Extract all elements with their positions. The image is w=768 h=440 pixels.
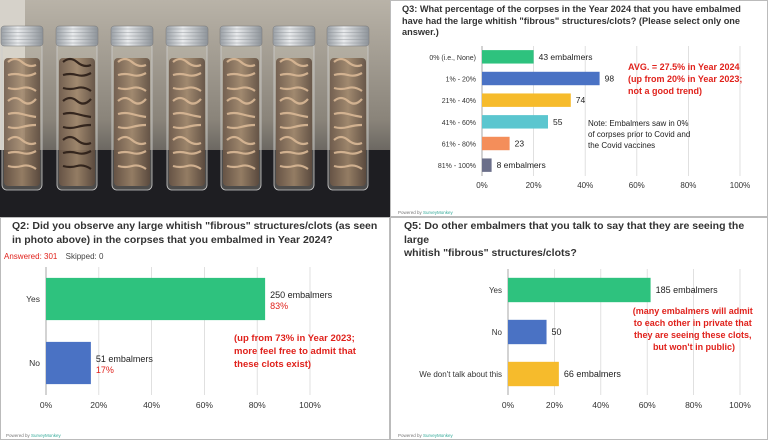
q2-annotation: (up from 73% in Year 2023; more feel fre…	[234, 333, 359, 370]
bar	[46, 341, 91, 385]
x-tick-label: 0%	[476, 181, 488, 190]
x-tick-label: 40%	[143, 400, 160, 410]
category-label: Yes	[489, 286, 502, 295]
specimen-jar	[326, 25, 370, 191]
q2-answered: Answered: 301	[4, 252, 58, 261]
bar	[482, 115, 548, 129]
bar-value-label: 66 embalmers	[564, 369, 622, 379]
bar	[508, 277, 651, 303]
bar-value-label: 51 embalmers	[96, 354, 154, 364]
x-tick-label: 100%	[730, 181, 750, 190]
bar	[46, 277, 266, 321]
category-label: 41% - 60%	[442, 120, 476, 127]
bar-value-label: 50	[552, 327, 562, 337]
q3-annotation: AVG. = 27.5% in Year 2024 (up from 20% i…	[628, 62, 745, 96]
bar-percent-label: 83%	[270, 301, 288, 311]
x-tick-label: 100%	[729, 400, 751, 410]
bar	[482, 136, 510, 151]
bar-value-label: 98	[605, 74, 615, 84]
specimen-jar	[0, 25, 44, 191]
specimen-jar	[165, 25, 209, 191]
q3-brand: Powered by SurveyMonkey	[398, 210, 453, 215]
q2-panel: Q2: Did you observe any large whitish "f…	[0, 217, 390, 440]
q5-panel: Q5: Do other embalmers that you talk to …	[390, 217, 768, 440]
category-label: 81% - 100%	[438, 163, 476, 170]
q2-response-counts: Answered: 301 Skipped: 0	[4, 252, 103, 261]
q5-title-line-2: whitish "fibrous" structures/clots?	[404, 247, 577, 260]
category-label: We don't talk about this	[419, 370, 502, 379]
q3-title: Q3: What percentage of the corpses in th…	[402, 4, 741, 37]
q2-title-line-2: in photo above) in the corpses that you …	[12, 233, 333, 246]
bar-value-label: 74	[576, 95, 586, 105]
specimen-jar	[272, 25, 316, 191]
x-tick-label: 100%	[299, 400, 321, 410]
jars-photo-art	[0, 0, 390, 217]
q5-title-line-1: Q5: Do other embalmers that you talk to …	[404, 220, 745, 246]
x-tick-label: 0%	[40, 400, 53, 410]
bar-value-label: 55	[553, 117, 563, 127]
q5-title: Q5: Do other embalmers that you talk to …	[404, 220, 766, 261]
bar	[482, 158, 492, 172]
category-label: No	[492, 328, 503, 337]
bar	[482, 93, 571, 107]
q2-skipped: Skipped: 0	[65, 252, 104, 261]
bar-value-label: 250 embalmers	[270, 290, 333, 300]
x-tick-label: 60%	[629, 181, 645, 190]
q2-title-line-1: Q2: Did you observe any large whitish "f…	[12, 220, 378, 232]
category-label: 1% - 20%	[446, 77, 476, 84]
x-tick-label: 80%	[249, 400, 266, 410]
q5-frame	[390, 217, 768, 440]
x-tick-label: 20%	[546, 400, 563, 410]
specimen-jar	[219, 25, 263, 191]
category-label: No	[29, 358, 40, 368]
category-label: 0% (i.e., None)	[429, 55, 476, 62]
category-label: Yes	[26, 294, 40, 304]
x-tick-label: 60%	[196, 400, 213, 410]
x-tick-label: 60%	[639, 400, 656, 410]
x-tick-label: 80%	[685, 400, 702, 410]
bar	[508, 319, 547, 345]
bar-percent-label: 17%	[96, 365, 114, 375]
bar	[482, 71, 600, 86]
q5-chart: 0% 20% 40% 60% 80% 100% Yes 185 embalmers No 50 W…	[419, 269, 756, 410]
bar	[482, 50, 534, 64]
specimen-jar	[55, 25, 99, 191]
q2-frame	[0, 217, 390, 440]
x-tick-label: 0%	[502, 400, 515, 410]
bar-value-label: 185 embalmers	[656, 285, 719, 295]
q5-brand: Powered by SurveyMonkey	[398, 433, 453, 438]
q2-brand: Powered by SurveyMonkey	[6, 433, 61, 438]
x-tick-label: 20%	[90, 400, 107, 410]
x-tick-label: 40%	[577, 181, 593, 190]
category-label: 61% - 80%	[442, 142, 476, 149]
x-tick-label: 40%	[592, 400, 609, 410]
q3-panel: Q3: What percentage of the corpses in th…	[390, 0, 768, 217]
q3-chart: 0% 20% 40% 60% 80% 100% 0% (i.e., None) 43 emb…	[429, 46, 750, 190]
x-tick-label: 20%	[526, 181, 542, 190]
q3-frame	[390, 0, 768, 217]
x-tick-label: 80%	[680, 181, 696, 190]
jars-photo	[0, 0, 390, 217]
q2-title: Q2: Did you observe any large whitish "f…	[12, 220, 387, 247]
bar-value-label: 23	[515, 139, 525, 149]
category-label: 21% - 40%	[442, 98, 476, 105]
q5-annotation: (many embalmers will admit to each other…	[633, 306, 756, 352]
bar	[508, 361, 559, 387]
specimen-jar	[110, 25, 154, 191]
q3-note: Note: Embalmers saw in 0% of corpses pri…	[588, 119, 693, 150]
bar-value-label: 43 embalmers	[539, 52, 593, 62]
bar-value-label: 8 embalmers	[497, 160, 546, 170]
